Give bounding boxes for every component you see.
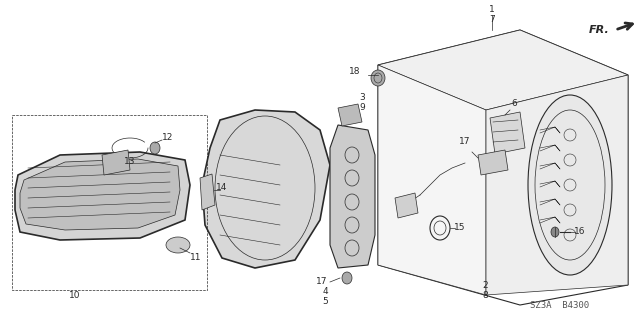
Text: 17: 17 [460,137,471,146]
Ellipse shape [342,272,352,284]
Polygon shape [490,112,525,154]
Text: SZ3A  B4300: SZ3A B4300 [531,300,589,309]
Text: 5: 5 [322,298,328,307]
Text: 14: 14 [216,183,228,192]
Ellipse shape [551,227,559,237]
Text: 16: 16 [574,227,586,236]
Ellipse shape [371,70,385,86]
Text: 18: 18 [349,68,361,77]
Ellipse shape [166,237,190,253]
Polygon shape [378,30,628,110]
Text: 17: 17 [316,278,328,286]
Polygon shape [478,150,508,175]
Polygon shape [102,150,130,175]
Text: 1: 1 [489,5,495,14]
Text: 9: 9 [359,102,365,112]
Polygon shape [395,193,418,218]
Text: 11: 11 [190,254,202,263]
Text: 2: 2 [482,280,488,290]
Text: 13: 13 [124,158,136,167]
Text: 10: 10 [69,291,81,300]
Polygon shape [330,125,375,268]
Ellipse shape [150,142,160,154]
Text: 3: 3 [359,93,365,101]
Polygon shape [200,174,215,210]
Text: 8: 8 [482,291,488,300]
Text: 15: 15 [454,224,466,233]
Bar [12,115,207,290]
Polygon shape [20,159,180,230]
Polygon shape [486,75,628,295]
Polygon shape [338,104,362,126]
Polygon shape [378,65,486,295]
Text: 6: 6 [511,99,517,108]
Polygon shape [202,110,330,268]
Text: 7: 7 [489,16,495,25]
Ellipse shape [528,95,612,275]
Text: FR.: FR. [589,25,610,35]
Text: 12: 12 [163,133,173,143]
Polygon shape [15,152,190,240]
Text: 4: 4 [322,287,328,296]
